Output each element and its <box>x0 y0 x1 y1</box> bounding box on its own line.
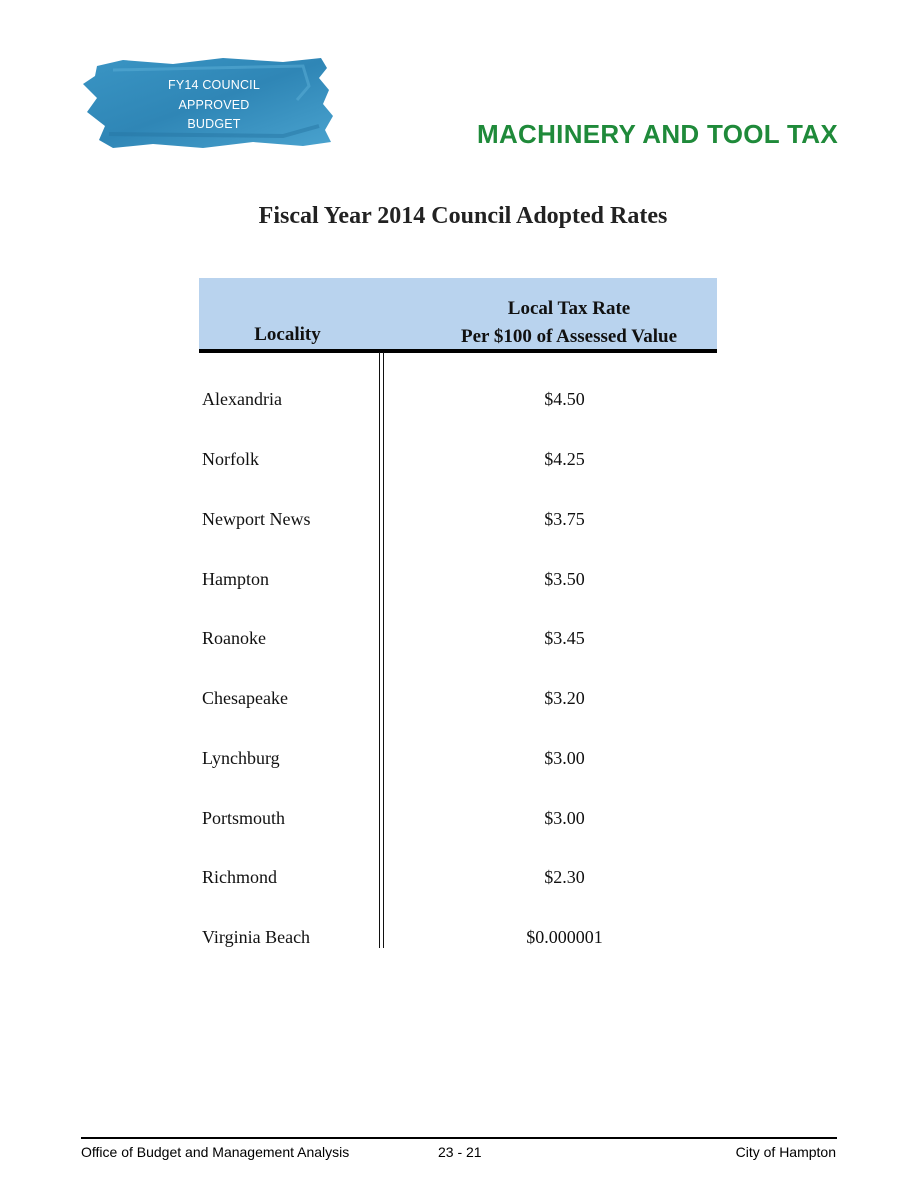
table-row: Portsmouth $3.00 <box>0 808 918 838</box>
table-row: Roanoke $3.45 <box>0 628 918 658</box>
locality-cell: Norfolk <box>202 449 259 469</box>
rate-cell: $3.00 <box>544 808 585 828</box>
section-title: MACHINERY AND TOOL TAX <box>477 119 838 149</box>
table-title: Fiscal Year 2014 Council Adopted Rates <box>258 203 668 229</box>
rate-header-line-1: Local Tax Rate <box>507 298 631 319</box>
table-row: Virginia Beach $0.000001 <box>0 927 918 957</box>
rate-cell: $3.20 <box>544 688 585 708</box>
rate-column-header: Local Tax Rate Per $100 of Assessed Valu… <box>406 295 732 351</box>
locality-cell: Newport News <box>202 509 311 529</box>
table-row: Norfolk $4.25 <box>0 449 918 479</box>
footer-city-name: City of Hampton <box>735 1144 836 1160</box>
table-header: Locality Local Tax Rate Per $100 of Asse… <box>199 278 717 353</box>
rate-cell: $4.50 <box>544 389 585 409</box>
rate-cell: $3.00 <box>544 748 585 768</box>
rate-cell: $3.75 <box>544 509 585 529</box>
rate-header-line-2: Per $100 of Assessed Value <box>460 326 678 347</box>
locality-cell: Chesapeake <box>202 688 288 708</box>
table-row: Chesapeake $3.20 <box>0 688 918 718</box>
footer-page-number: 23 - 21 <box>438 1144 482 1160</box>
locality-cell: Virginia Beach <box>202 927 311 947</box>
locality-cell: Alexandria <box>202 389 282 409</box>
table-row: Lynchburg $3.00 <box>0 748 918 778</box>
rate-cell: $3.45 <box>544 628 585 648</box>
rate-cell: $2.30 <box>544 867 585 887</box>
watercolor-badge-shape <box>83 58 333 148</box>
table-row: Hampton $3.50 <box>0 569 918 599</box>
locality-cell: Hampton <box>202 569 269 589</box>
locality-column-header: Locality <box>254 324 321 345</box>
table-row: Newport News $3.75 <box>0 509 918 539</box>
locality-cell: Portsmouth <box>202 808 286 828</box>
rate-cell: $4.25 <box>544 449 585 469</box>
budget-badge-logo: FY14 COUNCIL APPROVED BUDGET <box>83 56 333 150</box>
footer-divider <box>81 1137 837 1139</box>
badge-line-3: BUDGET <box>187 117 241 131</box>
rate-cell: $3.50 <box>544 569 585 589</box>
badge-line-2: APPROVED <box>178 97 250 112</box>
rate-cell: $0.000001 <box>526 927 603 947</box>
footer-office-name: Office of Budget and Management Analysis <box>81 1144 350 1160</box>
table-row: Richmond $2.30 <box>0 867 918 897</box>
locality-cell: Lynchburg <box>202 748 280 768</box>
table-row: Alexandria $4.50 <box>0 389 918 419</box>
column-divider <box>379 352 384 948</box>
locality-cell: Richmond <box>202 867 277 887</box>
badge-text: FY14 COUNCIL APPROVED BUDGET <box>83 76 345 135</box>
badge-line-1: FY14 COUNCIL <box>167 78 260 92</box>
locality-cell: Roanoke <box>202 628 266 648</box>
